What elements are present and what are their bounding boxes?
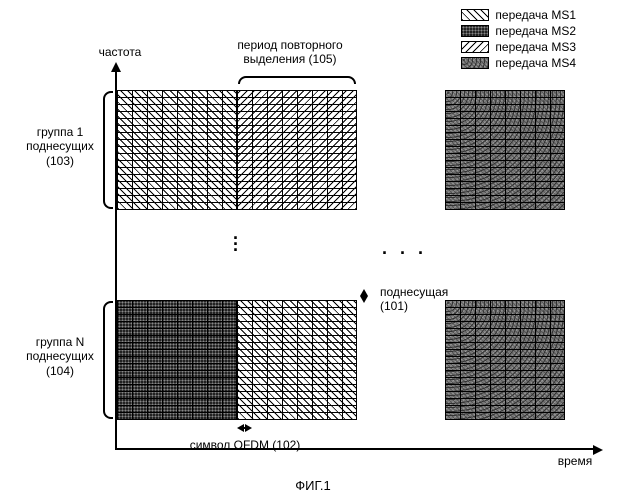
block-groupn-ms4	[445, 300, 565, 420]
ellipsis-horizontal: . . .	[382, 238, 427, 259]
figure-title: ФИГ.1	[0, 478, 626, 494]
chart-area: . . . . . . время	[115, 70, 595, 460]
x-axis-label: время	[545, 454, 605, 468]
block-group1-ms1	[117, 90, 237, 210]
legend-item-ms1: передача MS1	[461, 8, 576, 22]
y-axis-arrow-icon	[111, 62, 121, 72]
subcarrier-dimension-arrow	[359, 286, 369, 306]
ellipsis-vertical: . . .	[233, 230, 242, 248]
group1-brace	[103, 91, 113, 209]
block-groupn-ms2	[117, 300, 237, 420]
legend-swatch-ms2	[461, 25, 489, 37]
legend-item-ms4: передача MS4	[461, 56, 576, 70]
reallocation-period-label: период повторного выделения (105)	[220, 38, 360, 67]
legend-swatch-ms4	[461, 57, 489, 69]
legend-label-ms4: передача MS4	[495, 56, 576, 70]
block-group1-ms4	[445, 90, 565, 210]
groupn-label: группа N поднесущих (104)	[20, 335, 100, 378]
ofdm-symbol-dimension-arrow	[235, 423, 253, 433]
y-axis-label: частота	[85, 45, 155, 59]
legend-label-ms1: передача MS1	[495, 8, 576, 22]
legend-label-ms2: передача MS2	[495, 24, 576, 38]
block-groupn-ms1	[237, 300, 357, 420]
groupn-brace	[103, 301, 113, 419]
legend-swatch-ms1	[461, 9, 489, 21]
block-group1-ms3	[237, 90, 357, 210]
legend-swatch-ms3	[461, 41, 489, 53]
legend-item-ms3: передача MS3	[461, 40, 576, 54]
group1-label: группа 1 поднесущих (103)	[20, 125, 100, 168]
legend-label-ms3: передача MS3	[495, 40, 576, 54]
subcarrier-label: поднесущая (101)	[380, 285, 470, 314]
legend: передача MS1 передача MS2 передача MS3 п…	[461, 8, 576, 72]
ofdm-symbol-label: символ OFDM (102)	[170, 438, 320, 452]
legend-item-ms2: передача MS2	[461, 24, 576, 38]
